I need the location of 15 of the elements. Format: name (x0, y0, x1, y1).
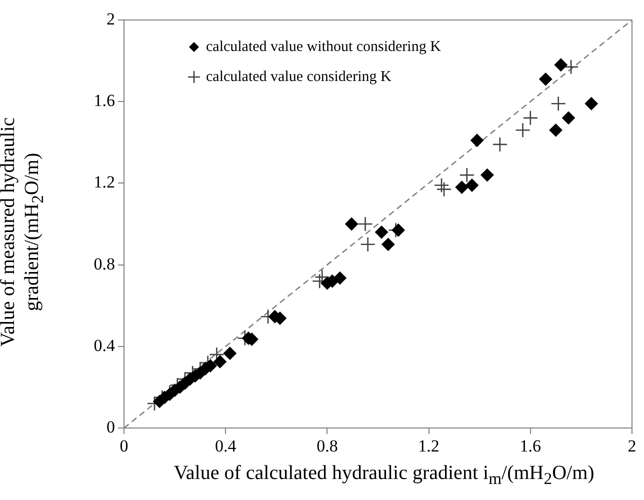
y-tick-label: 0 (106, 417, 115, 436)
y-tick-label: 1.2 (94, 172, 115, 192)
x-axis-title: Value of calculated hydraulic gradient i$_{m}$/(mH$_{2}$O/m) (172, 462, 596, 489)
x-tick-label: 1.2 (418, 436, 440, 456)
y-tick-label: 1.6 (94, 91, 115, 110)
y-tick-label: 0.4 (94, 336, 116, 355)
x-tick-label: 0.8 (316, 436, 338, 456)
x-tick-label: 0.4 (214, 436, 237, 456)
y-tick-label: 0.8 (94, 254, 115, 274)
legend-label: calculated value considering K (206, 68, 392, 85)
x-tick-label: 2 (628, 436, 636, 456)
y-tick-label: 2 (106, 9, 115, 28)
x-tick-label: 1.6 (520, 436, 542, 456)
x-tick-label: 0 (120, 436, 128, 456)
legend-label: calculated value without considering K (206, 38, 442, 55)
